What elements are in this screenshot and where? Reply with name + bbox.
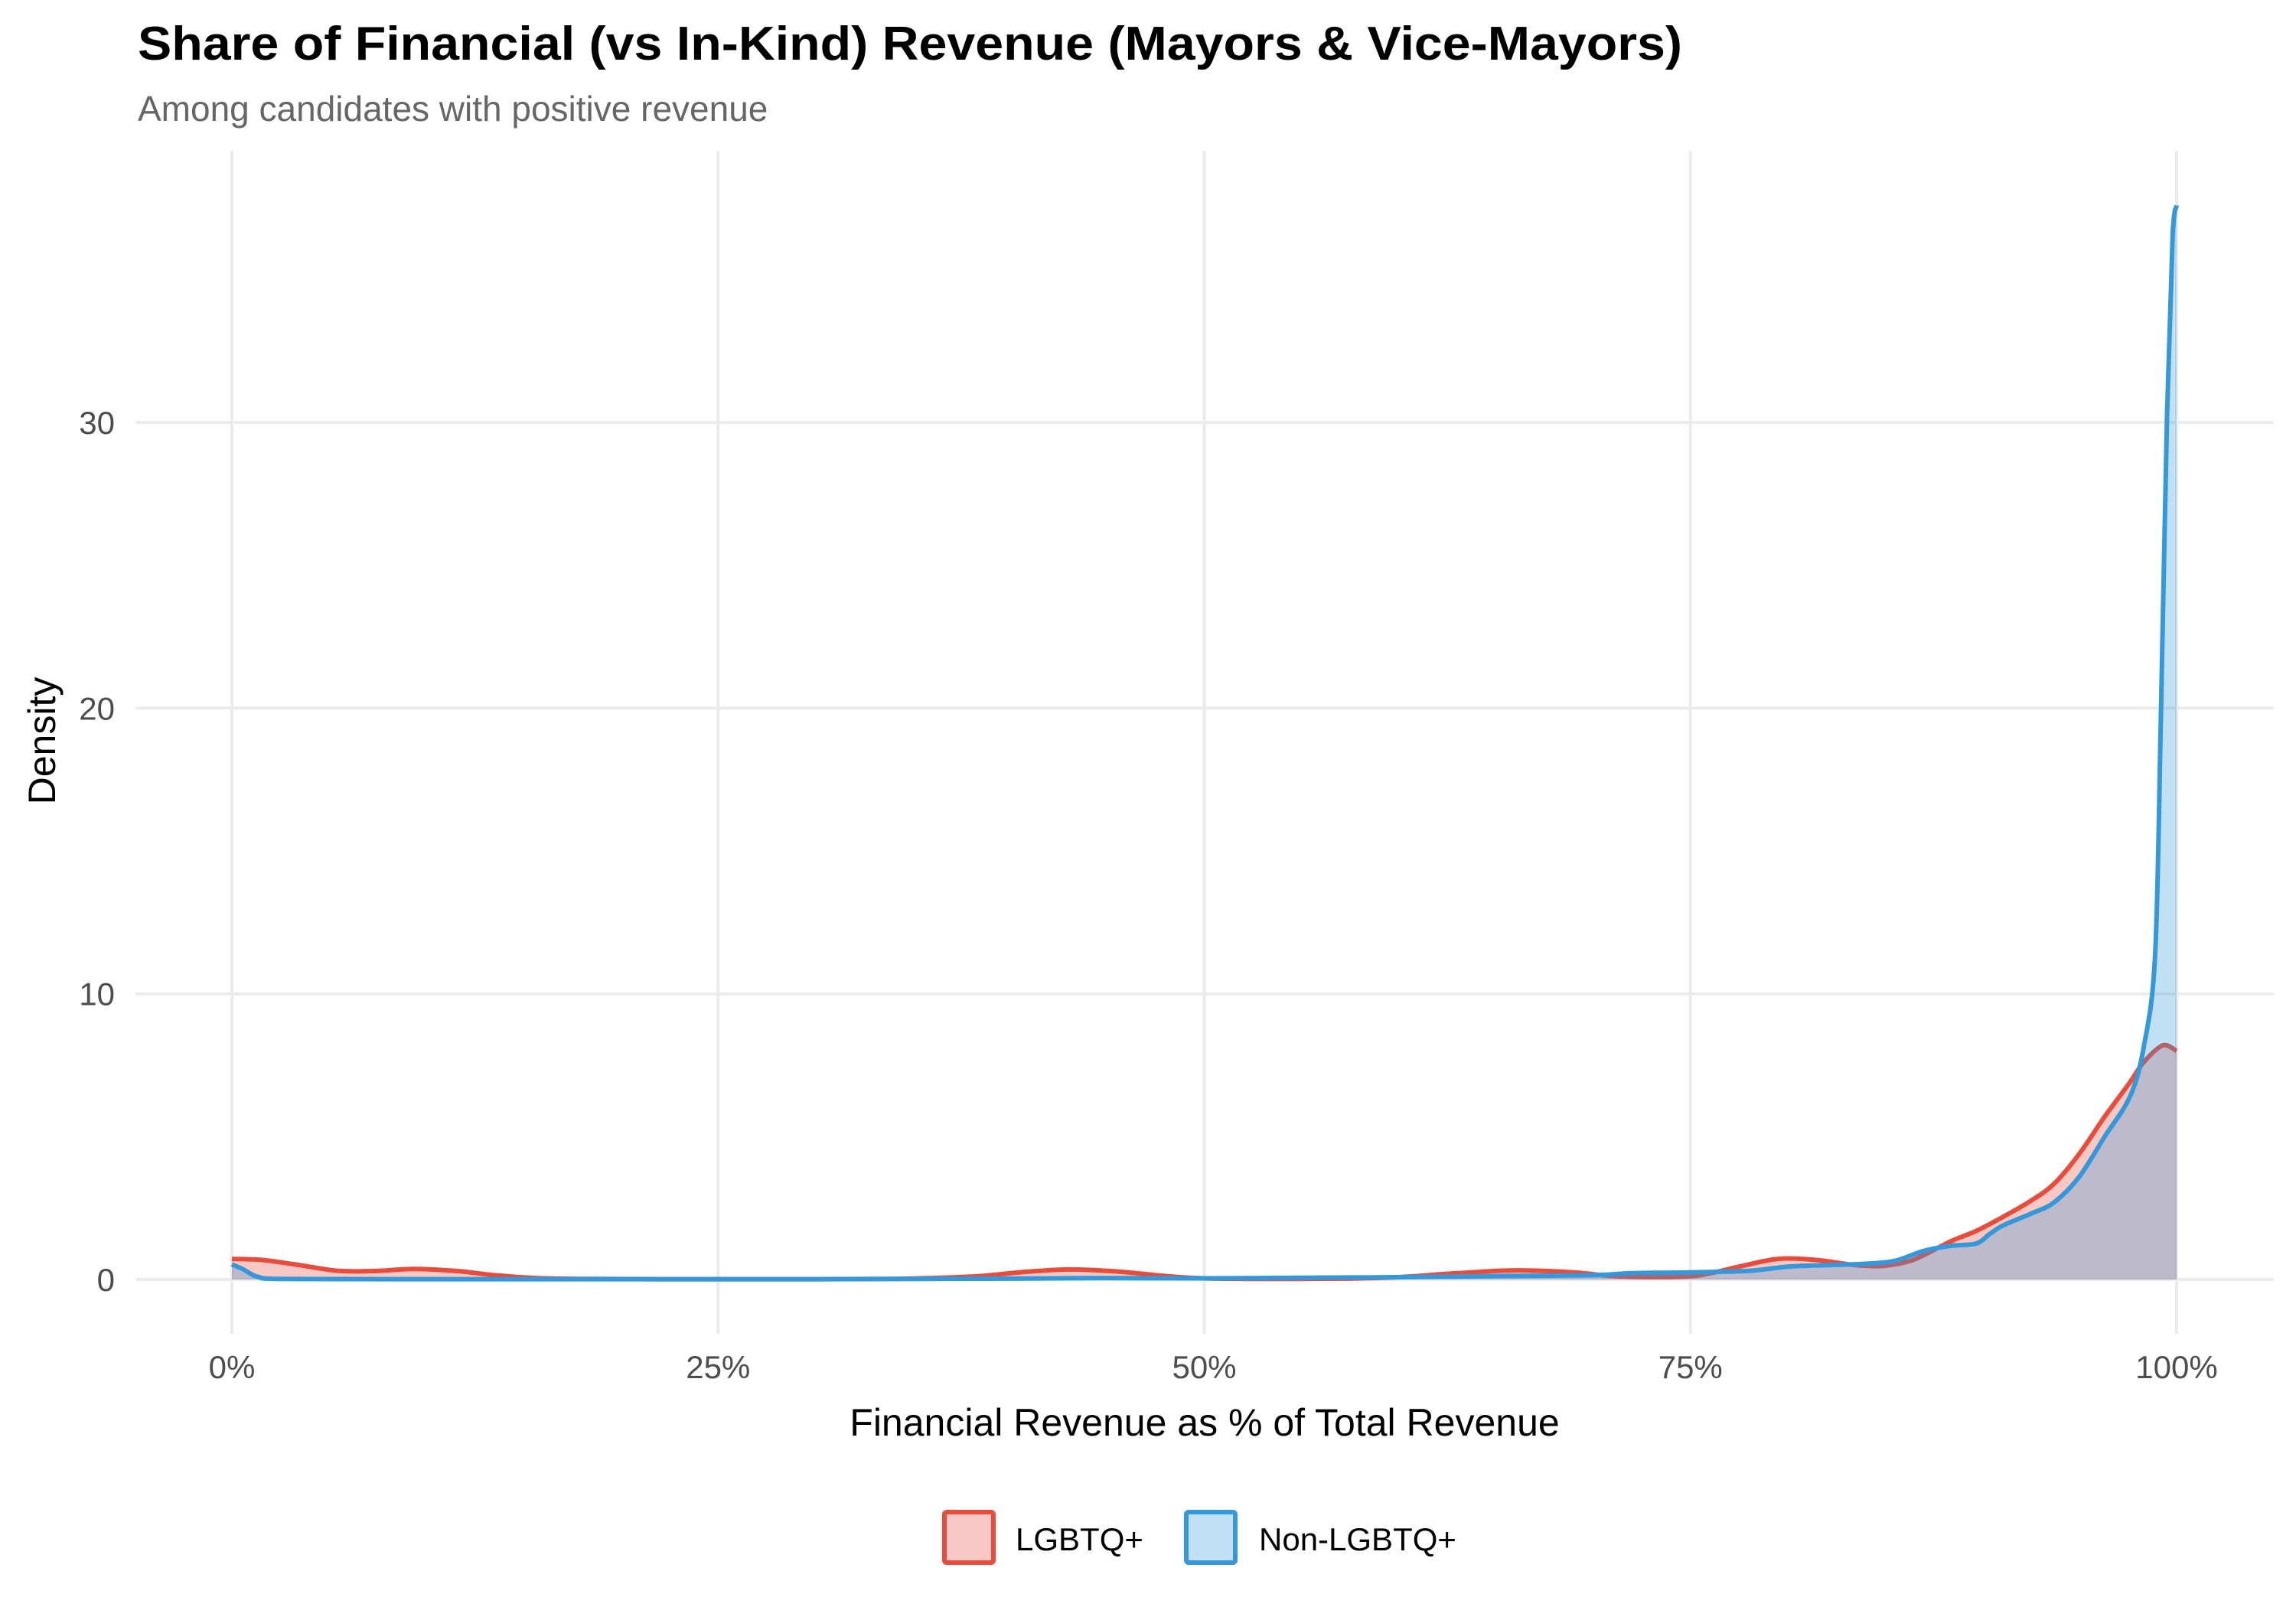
x-tick-label: 50% bbox=[1172, 1349, 1236, 1385]
legend-item-non-lgbtq[interactable]: Non-LGBTQ+ bbox=[1184, 1510, 1456, 1565]
x-axis-title: Financial Revenue as % of Total Revenue bbox=[850, 1401, 1559, 1444]
series-layer bbox=[230, 204, 2179, 1282]
legend-key-lgbtq bbox=[942, 1510, 996, 1565]
x-axis-ticks: 0% 25% 50% 75% 100% bbox=[209, 1349, 2218, 1385]
chart-subtitle: Among candidates with positive revenue bbox=[138, 89, 768, 129]
x-tick-label: 75% bbox=[1658, 1349, 1723, 1385]
gridlines bbox=[135, 151, 2274, 1334]
density-area bbox=[232, 1045, 2177, 1279]
x-tick-label: 0% bbox=[209, 1349, 256, 1385]
legend-item-lgbtq[interactable]: LGBTQ+ bbox=[942, 1510, 1143, 1565]
y-axis-title: Density bbox=[21, 677, 64, 805]
y-tick-label: 10 bbox=[79, 976, 115, 1012]
x-tick-label: 25% bbox=[686, 1349, 750, 1385]
series-non-lgbtq bbox=[230, 204, 2179, 1282]
y-tick-label: 20 bbox=[79, 690, 115, 726]
legend-key-non-lgbtq bbox=[1184, 1510, 1238, 1565]
legend-label-non-lgbtq: Non-LGBTQ+ bbox=[1259, 1521, 1456, 1557]
y-tick-label: 0 bbox=[97, 1262, 115, 1298]
legend-label-lgbtq: LGBTQ+ bbox=[1016, 1521, 1143, 1557]
x-tick-label: 100% bbox=[2135, 1349, 2217, 1385]
y-axis-ticks: 0 10 20 30 bbox=[79, 405, 115, 1298]
chart-title: Share of Financial (vs In-Kind) Revenue … bbox=[138, 18, 1682, 70]
legend: LGBTQ+ Non-LGBTQ+ bbox=[942, 1510, 1456, 1565]
y-tick-label: 30 bbox=[79, 405, 115, 441]
density-line bbox=[230, 204, 2179, 1282]
